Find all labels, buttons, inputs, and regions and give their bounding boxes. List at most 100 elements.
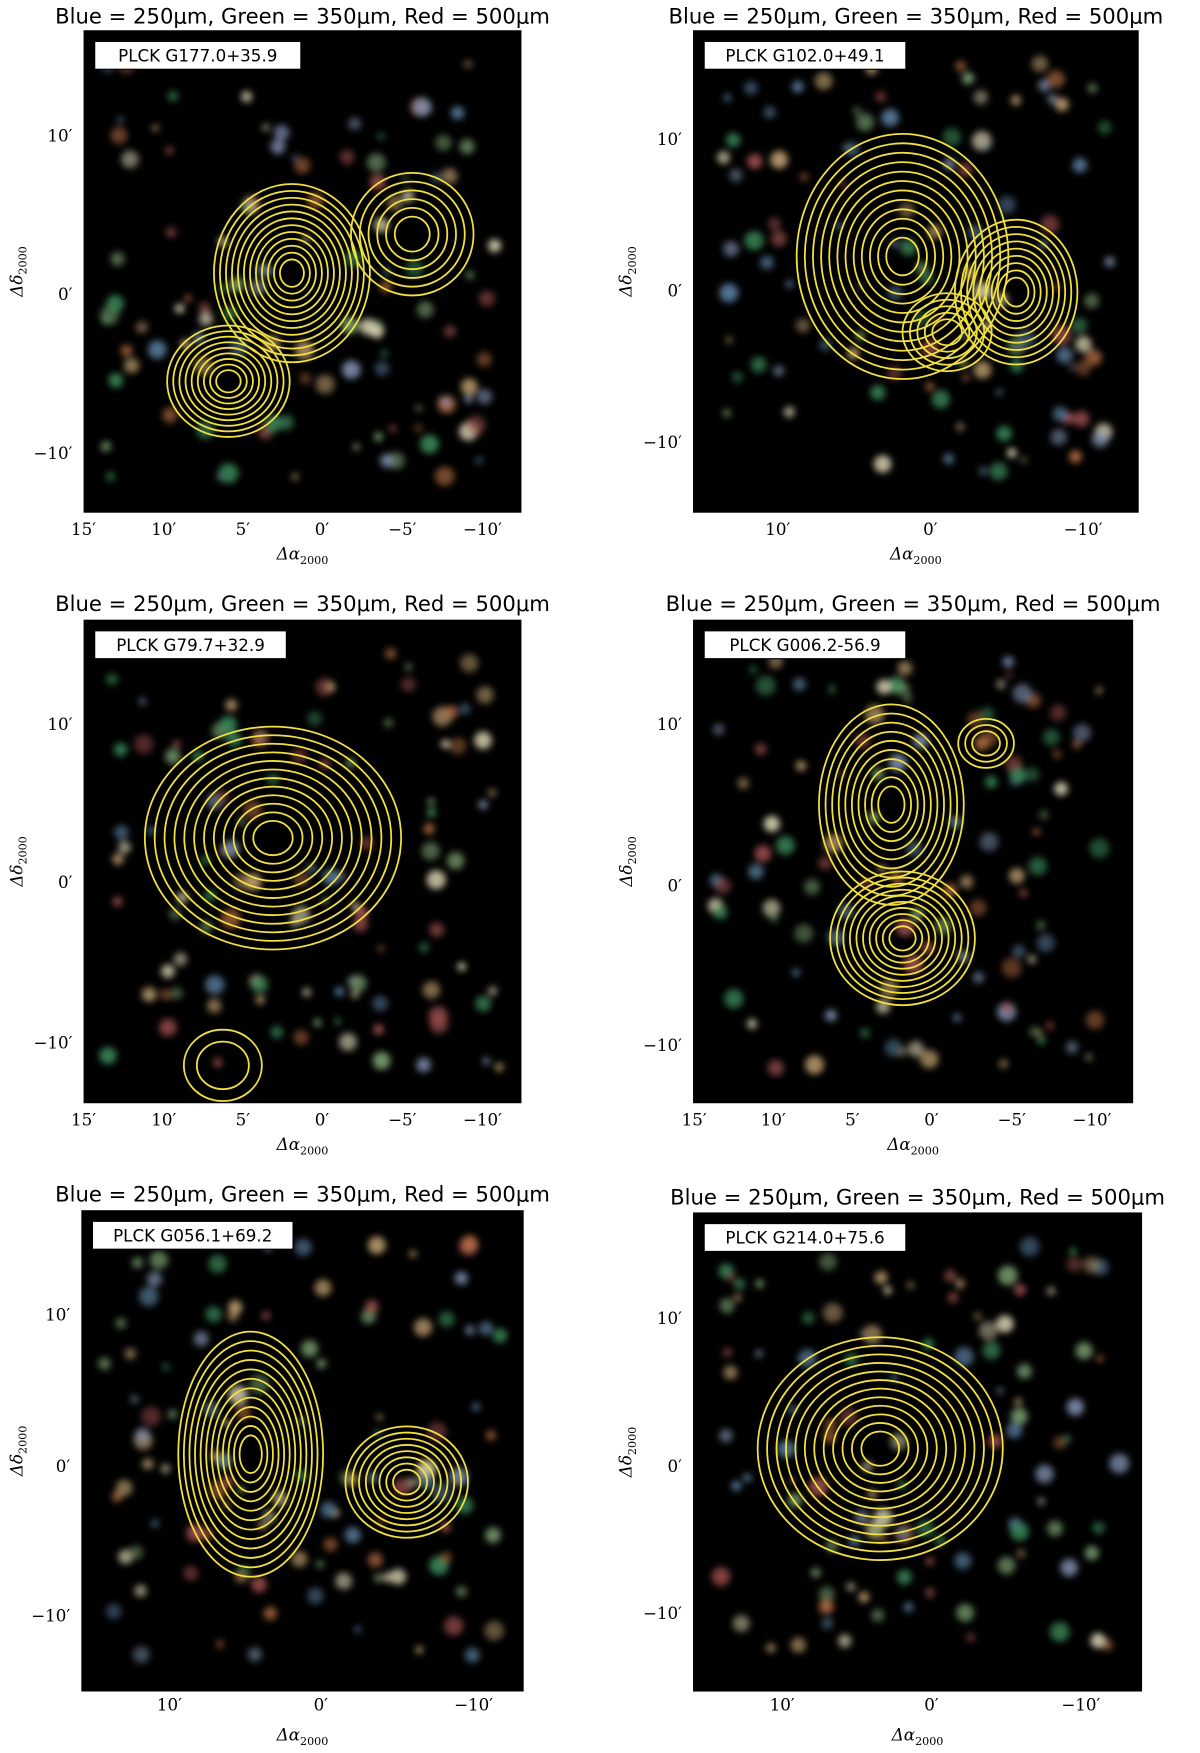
- x-tick-label: −10′: [1063, 519, 1102, 539]
- x-axis-label-sub: 2000: [911, 1144, 939, 1157]
- x-tick-label: 10′: [151, 1110, 176, 1130]
- y-axis-label-sub: 2000: [17, 246, 30, 274]
- label-box: [94, 630, 287, 660]
- y-axis-label: Δδ2000: [6, 836, 29, 887]
- sky-image: [83, 30, 522, 513]
- panel: Blue = 250μm, Green = 350μm, Red = 500μm…: [616, 4, 1164, 567]
- y-tick-label: 10′: [45, 1305, 70, 1325]
- y-tick-label: 10′: [47, 126, 72, 146]
- label-box: [703, 1223, 907, 1252]
- x-axis-label-sub: 2000: [300, 554, 328, 567]
- label-box: [703, 40, 907, 70]
- x-tick-label: 0′: [315, 1110, 330, 1130]
- x-tick-label: −5′: [388, 519, 417, 539]
- x-tick-label: 10′: [151, 519, 176, 539]
- y-axis-label-main: Δδ: [6, 1454, 26, 1477]
- y-axis-label-main: Δδ: [6, 865, 26, 888]
- panel: Blue = 250μm, Green = 350μm, Red = 500μm…: [616, 591, 1161, 1158]
- y-axis-label-main: Δδ: [616, 1455, 636, 1478]
- x-tick-label: 0′: [314, 1694, 329, 1714]
- panel-label: PLCK G102.0+49.1: [725, 45, 884, 65]
- y-tick-label: −10′: [643, 1603, 682, 1623]
- y-tick-label: 0′: [58, 284, 73, 304]
- x-tick-label: 0′: [315, 519, 330, 539]
- label-box: [703, 630, 907, 660]
- x-tick-label: 10′: [157, 1694, 182, 1714]
- sky-image: [693, 30, 1139, 513]
- x-tick-label: 0′: [924, 1694, 939, 1714]
- panel-label: PLCK G214.0+75.6: [725, 1228, 884, 1248]
- panel-title: Blue = 250μm, Green = 350μm, Red = 500μm: [55, 4, 550, 29]
- y-axis-label: Δδ2000: [616, 1427, 639, 1478]
- y-tick-label: −10′: [33, 1033, 72, 1053]
- x-tick-label: 5′: [236, 1110, 251, 1130]
- panel-title: Blue = 250μm, Green = 350μm, Red = 500μm: [55, 1181, 550, 1206]
- x-tick-label: −10′: [1061, 1694, 1100, 1714]
- y-tick-label: 10′: [657, 129, 682, 149]
- x-axis-label-main: Δα: [276, 1134, 300, 1154]
- y-axis-label: Δδ2000: [6, 246, 29, 297]
- x-tick-label: 10′: [761, 1110, 786, 1130]
- x-axis-label-sub: 2000: [915, 1735, 943, 1748]
- y-tick-label: −10′: [31, 1605, 70, 1625]
- x-axis-label-sub: 2000: [913, 554, 941, 567]
- panel-title: Blue = 250μm, Green = 350μm, Red = 500μm: [668, 4, 1163, 29]
- panel-label: PLCK G056.1+69.2: [113, 1225, 272, 1245]
- y-tick-label: 10′: [657, 714, 682, 734]
- image-texture: [711, 1236, 1130, 1653]
- panel-title: Blue = 250μm, Green = 350μm, Red = 500μm: [670, 1185, 1165, 1210]
- x-tick-label: 10′: [770, 1694, 795, 1714]
- y-tick-label: −10′: [643, 1035, 682, 1055]
- panel: Blue = 250μm, Green = 350μm, Red = 500μm…: [6, 4, 550, 567]
- y-axis-label: Δδ2000: [6, 1426, 29, 1477]
- panel-title: Blue = 250μm, Green = 350μm, Red = 500μm: [666, 591, 1161, 616]
- x-axis-label-sub: 2000: [300, 1735, 328, 1748]
- x-axis-label-main: Δα: [276, 1725, 300, 1745]
- x-tick-label: −5′: [388, 1110, 417, 1130]
- contours: [177, 1330, 469, 1578]
- x-tick-label: 15′: [682, 1110, 707, 1130]
- contours: [756, 1336, 1004, 1561]
- x-axis-label-sub: 2000: [300, 1144, 328, 1157]
- y-axis-label-main: Δδ: [616, 275, 636, 298]
- x-axis-label: Δα2000: [276, 544, 329, 567]
- y-tick-label: 0′: [667, 1456, 682, 1476]
- y-axis-label-sub: 2000: [17, 1426, 30, 1454]
- x-axis-label: Δα2000: [891, 1725, 944, 1748]
- x-tick-label: 5′: [236, 519, 251, 539]
- y-tick-label: 0′: [58, 872, 73, 892]
- y-axis-label-sub: 2000: [626, 246, 639, 274]
- contours: [166, 171, 475, 438]
- x-axis-label: Δα2000: [886, 1134, 939, 1157]
- panel-label: PLCK G79.7+32.9: [116, 635, 265, 655]
- x-tick-label: 10′: [765, 519, 790, 539]
- panel-label: PLCK G006.2-56.9: [729, 635, 880, 655]
- x-axis-label-main: Δα: [891, 1725, 915, 1745]
- y-axis-label-main: Δδ: [616, 865, 636, 888]
- y-axis-label-sub: 2000: [17, 836, 30, 864]
- panel: Blue = 250μm, Green = 350μm, Red = 500μm…: [616, 1185, 1165, 1748]
- y-tick-label: −10′: [643, 432, 682, 452]
- x-axis-label: Δα2000: [276, 1725, 329, 1748]
- panel: Blue = 250μm, Green = 350μm, Red = 500μm…: [6, 1181, 550, 1748]
- y-axis-label: Δδ2000: [616, 246, 639, 297]
- y-tick-label: 0′: [667, 281, 682, 301]
- x-tick-label: 5′: [845, 1110, 860, 1130]
- x-axis-label-main: Δα: [276, 544, 300, 564]
- y-tick-label: 10′: [47, 714, 72, 734]
- x-tick-label: −10′: [463, 1110, 502, 1130]
- x-tick-label: −10′: [454, 1694, 493, 1714]
- contours: [818, 703, 1015, 1007]
- y-axis-label: Δδ2000: [616, 836, 639, 887]
- x-tick-label: −10′: [1072, 1110, 1111, 1130]
- label-box: [91, 1220, 294, 1250]
- panel: Blue = 250μm, Green = 350μm, Red = 500μm…: [6, 591, 550, 1158]
- x-axis-label: Δα2000: [889, 544, 942, 567]
- y-axis-label-main: Δδ: [6, 275, 26, 298]
- x-tick-label: 0′: [923, 519, 938, 539]
- y-axis-label-sub: 2000: [626, 836, 639, 864]
- contours: [143, 725, 403, 1102]
- x-axis-label-main: Δα: [886, 1134, 910, 1154]
- label-box: [94, 40, 302, 70]
